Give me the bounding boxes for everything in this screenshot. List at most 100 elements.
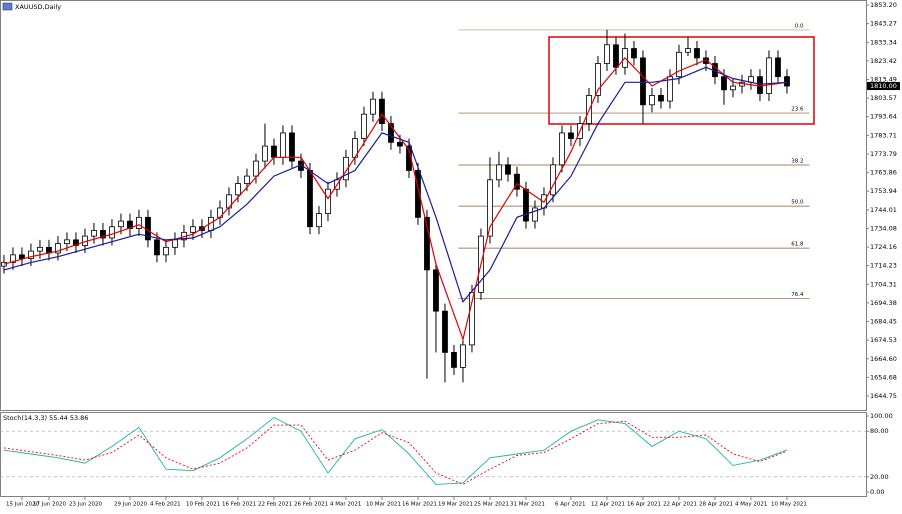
candle-body [370,98,376,115]
candle-body [658,95,664,102]
y-tick-label: 1734.08 [870,224,897,232]
x-tick-label: 22 Feb 2021 [258,502,292,508]
candle-body [190,226,196,233]
y-tick-label: 1813.49 [870,75,897,83]
x-tick-label: 26 Feb 2021 [294,502,328,508]
fib-label: 50.0 [791,200,804,206]
fib-label: 38.2 [791,159,803,165]
y-tick-label: 1644.75 [870,392,897,400]
x-tick-label: 19 Mar 2021 [438,502,473,508]
range-box [548,36,815,125]
candle-body [154,239,160,256]
candle-body [442,310,448,353]
x-tick-label: 31 Mar 2021 [510,502,545,508]
x-tick-label: 17 Jun 2020 [33,502,67,508]
y-tick-label: 1664.60 [870,355,897,363]
stoch-panel-frame [0,412,867,497]
candle-body [433,269,439,312]
y-tick-label: 1843.27 [870,20,897,28]
y-tick-label: 20.00 [870,473,889,481]
candle-body [19,254,25,260]
candle-body [64,239,70,245]
candle-body [262,145,268,162]
y-tick-label: 1744.01 [870,206,897,214]
chart-title: XAUUSD,Daily [15,3,61,11]
candle-body [514,173,520,190]
candle-body [631,48,637,59]
y-tick-label: 1694.38 [870,299,897,307]
candle-body [532,207,538,222]
x-tick-label: 16 Mar 2021 [402,502,437,508]
candle-body [172,239,178,248]
candle-body [559,132,565,166]
candle-body [496,164,502,181]
candle-body [127,220,133,229]
candle-body [280,132,286,158]
fib-label: 23.6 [791,107,804,113]
candle-body [487,179,493,237]
candle-body [253,160,259,177]
candle-body [316,213,322,228]
current-price-label: 1810.00 [870,82,897,90]
y-tick-label: 1793.64 [870,113,897,121]
x-tick-label: 15 Jun 2020 [6,502,40,508]
candle-body [397,141,403,147]
x-tick-label: 4 May 2021 [735,502,767,508]
y-tick-label: 1684.45 [870,318,897,326]
candle-body [550,164,556,196]
y-tick-label: 1753.94 [870,187,897,195]
candle-body [379,98,385,124]
y-tick-label: 1773.79 [870,150,897,158]
candle-body [775,57,781,78]
x-tick-label: 10 Mar 2021 [366,502,401,508]
candle-body [388,123,394,143]
x-tick-label: 4 Mar 2021 [330,502,361,508]
y-tick-label: 1763.86 [870,169,897,177]
fib-label: 76.4 [791,292,804,298]
candle-body [109,226,115,239]
y-tick-label: 1724.16 [870,243,897,251]
candle-body [10,254,16,263]
candle-body [640,57,646,106]
candle-body [676,51,682,78]
candle-body [568,132,574,139]
candle-body [343,156,349,181]
x-tick-label: 23 Jun 2020 [69,502,103,508]
candle-body [1,261,7,267]
symbol-icon [2,2,13,11]
y-tick-label: 1833.34 [870,38,897,46]
y-tick-label: 1704.31 [870,280,897,288]
candle-body [361,113,367,139]
y-tick-label: 1714.23 [870,262,897,270]
candle-body [415,170,421,218]
x-tick-label: 10 Feb 2021 [186,502,220,508]
x-tick-label: 25 Mar 2021 [474,502,509,508]
candle-body [730,85,736,91]
candle-body [307,170,313,228]
candle-body [136,216,142,229]
y-tick-label: 0.00 [870,488,884,496]
candle-body [460,344,466,368]
indicator-line [3,57,788,342]
x-tick-label: 22 Apr 2021 [663,502,697,508]
candle-body [685,48,691,53]
candle-body [505,164,511,175]
candle-body [784,76,790,87]
y-tick-label: 80.00 [870,427,889,435]
candle-body [424,216,430,271]
candle-body [289,132,295,162]
candle-body [613,44,619,68]
indicator-line [3,66,788,304]
x-tick-label: 29 Jun 2020 [114,502,148,508]
indicator-line [3,420,788,485]
candle-body [766,57,772,94]
x-tick-label: 28 Apr 2021 [699,502,733,508]
y-tick-label: 100.00 [870,412,893,420]
candle-body [91,230,97,237]
candle-body [163,246,169,256]
x-tick-label: 4 Feb 2021 [150,502,181,508]
candle-body [451,351,457,368]
candle-body [55,243,61,254]
